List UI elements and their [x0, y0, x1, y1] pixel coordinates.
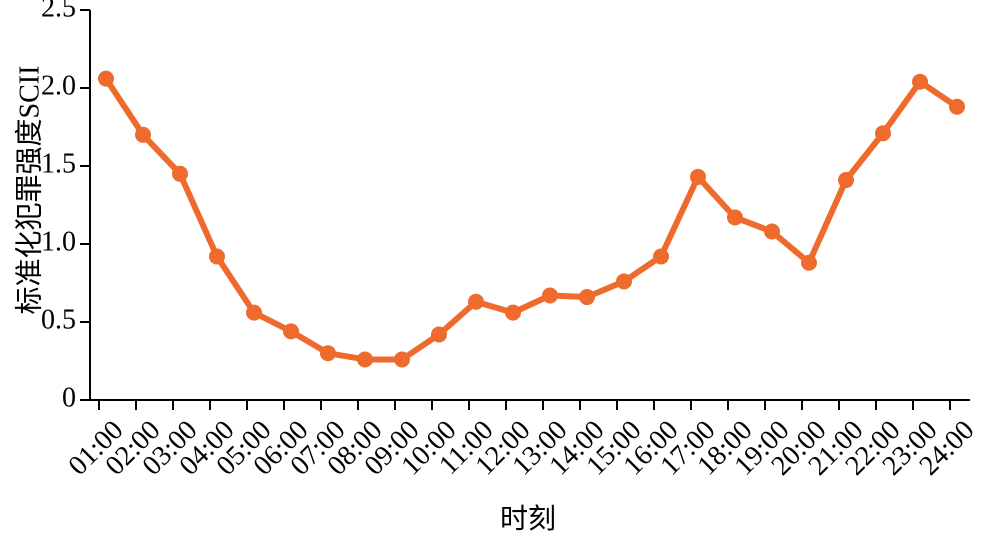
y-tick-label: 2.5	[41, 0, 76, 23]
y-tick-label: 2.0	[41, 70, 76, 101]
data-point	[542, 287, 558, 304]
data-point	[690, 168, 706, 185]
data-point	[727, 209, 743, 226]
data-point	[283, 323, 299, 340]
data-point	[764, 223, 780, 240]
data-point	[320, 345, 336, 362]
data-point	[579, 289, 595, 306]
data-point	[801, 254, 817, 271]
data-point	[394, 351, 410, 368]
y-tick-label: 1.5	[41, 148, 76, 179]
data-point	[357, 351, 373, 368]
y-tick-label: 1.0	[41, 226, 76, 257]
data-point	[505, 304, 521, 321]
data-point	[616, 273, 632, 290]
y-tick-label: 0	[62, 382, 76, 413]
data-point	[875, 125, 891, 142]
data-point	[98, 70, 114, 87]
data-point	[209, 248, 225, 265]
y-axis-label: 标准化犯罪强度SCII	[13, 66, 45, 315]
data-point	[468, 293, 484, 310]
data-point	[838, 172, 854, 189]
data-point	[135, 126, 151, 143]
data-point	[912, 73, 928, 90]
y-tick-label: 0.5	[41, 304, 76, 335]
data-point	[431, 326, 447, 343]
data-point	[246, 304, 262, 321]
data-line	[103, 76, 959, 363]
data-point	[653, 248, 669, 265]
x-axis-label: 时刻	[500, 503, 556, 535]
data-point	[949, 98, 965, 115]
data-point	[172, 165, 188, 182]
